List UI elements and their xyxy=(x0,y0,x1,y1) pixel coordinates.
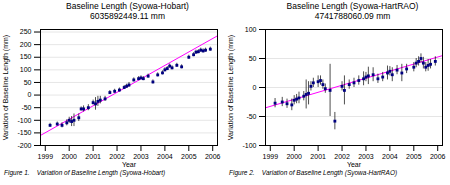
svg-text:Variation of Baseline Length (: Variation of Baseline Length (mm) xyxy=(227,35,235,140)
svg-text:-50: -50 xyxy=(21,104,31,111)
svg-text:-200: -200 xyxy=(17,142,31,149)
svg-text:200: 200 xyxy=(20,41,32,48)
svg-text:100: 100 xyxy=(20,66,32,73)
svg-text:-100: -100 xyxy=(17,117,31,124)
svg-text:2002: 2002 xyxy=(109,154,125,161)
svg-text:Year: Year xyxy=(347,161,362,168)
svg-text:2003: 2003 xyxy=(358,154,374,161)
svg-text:2002: 2002 xyxy=(334,154,350,161)
svg-text:2000: 2000 xyxy=(286,154,302,161)
svg-text:100: 100 xyxy=(245,26,257,33)
svg-text:1999: 1999 xyxy=(37,154,53,161)
svg-text:2005: 2005 xyxy=(406,154,422,161)
svg-text:2006: 2006 xyxy=(430,154,446,161)
svg-text:-100: -100 xyxy=(242,142,256,149)
svg-text:0: 0 xyxy=(28,92,32,99)
html-text:Figure 2. Variation of Baselin: Figure 2. Variation of Baseline Length (… xyxy=(229,169,398,177)
svg-text:1999: 1999 xyxy=(262,154,278,161)
svg-text:150: 150 xyxy=(20,54,32,61)
html-text:6035892449.11 mm: 6035892449.11 mm xyxy=(90,11,165,22)
svg-text:0: 0 xyxy=(253,84,257,91)
svg-text:2001: 2001 xyxy=(310,154,326,161)
html-text:4741788060.09 mm: 4741788060.09 mm xyxy=(314,11,391,22)
svg-text:2001: 2001 xyxy=(85,154,101,161)
svg-text:2004: 2004 xyxy=(382,154,398,161)
svg-text:Variation of Baseline Length (: Variation of Baseline Length (mm) xyxy=(2,35,10,140)
svg-text:2000: 2000 xyxy=(61,154,77,161)
svg-text:2006: 2006 xyxy=(205,154,221,161)
svg-text:-50: -50 xyxy=(246,113,256,120)
svg-text:2004: 2004 xyxy=(157,154,173,161)
svg-text:Year: Year xyxy=(122,161,137,168)
html-text:Figure 1. Variation of Baselin: Figure 1. Variation of Baseline Length (… xyxy=(4,169,166,177)
svg-text:2003: 2003 xyxy=(133,154,149,161)
html-text:Baseline Length (Syowa-Hobart): Baseline Length (Syowa-Hobart) xyxy=(66,1,189,11)
svg-text:50: 50 xyxy=(249,55,257,62)
html-text:Baseline Length (Syowa-HartRAO: Baseline Length (Syowa-HartRAO) xyxy=(286,1,419,11)
svg-text:-150: -150 xyxy=(17,130,31,137)
svg-text:50: 50 xyxy=(24,79,32,86)
svg-text:2005: 2005 xyxy=(181,154,197,161)
svg-text:250: 250 xyxy=(20,29,32,36)
